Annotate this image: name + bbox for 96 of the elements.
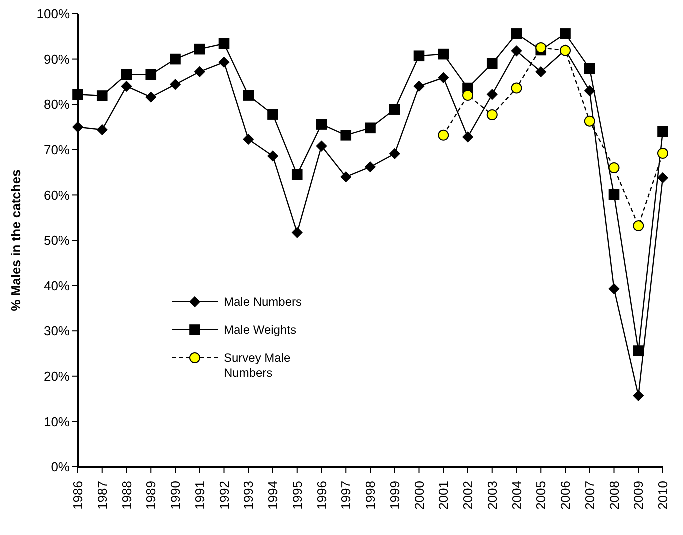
x-tick-label: 1996 [314, 481, 330, 510]
point [365, 122, 376, 134]
y-tick-label: 40% [44, 278, 70, 294]
x-tick-label: 2009 [631, 481, 646, 510]
point [146, 69, 157, 80]
x-tick-label: 2008 [606, 481, 622, 510]
point [584, 63, 596, 74]
point [633, 220, 644, 232]
point [414, 81, 425, 92]
x-tick-label: 2010 [656, 481, 670, 510]
point [438, 130, 450, 141]
point [658, 172, 668, 184]
point [511, 46, 522, 57]
point [316, 140, 328, 152]
y-tick-label: 30% [44, 324, 70, 339]
point [292, 169, 303, 180]
point [584, 116, 596, 127]
point [414, 50, 425, 62]
point [121, 69, 132, 80]
x-tick-label: 2007 [582, 481, 598, 510]
point [633, 390, 644, 402]
x-tick-label: 1999 [387, 481, 402, 510]
point [218, 38, 230, 50]
legend-label: Male Numbers [224, 295, 304, 310]
point [268, 150, 278, 162]
point [511, 82, 522, 94]
point [121, 81, 132, 92]
x-tick-label: 1994 [266, 481, 280, 510]
point [170, 54, 181, 65]
point [96, 90, 108, 102]
point [72, 122, 84, 133]
point [462, 132, 474, 143]
point [608, 189, 620, 200]
y-axis-title: % Males in the catches [8, 170, 24, 312]
point [146, 92, 157, 103]
x-tick-label: 2000 [412, 481, 427, 510]
x-tick-label: 1997 [338, 481, 354, 510]
x-tick-label: 1987 [94, 481, 110, 510]
x-tick-label: 2003 [484, 481, 500, 510]
point [389, 104, 400, 115]
point [243, 90, 254, 101]
x-tick-label: 1995 [290, 481, 305, 510]
x-tick-label: 1989 [144, 481, 159, 510]
y-tick-label: 60% [44, 188, 70, 203]
point [536, 42, 547, 54]
point [462, 90, 474, 102]
point [268, 109, 278, 120]
point [243, 134, 254, 145]
point [511, 28, 522, 40]
point [486, 89, 498, 100]
point [194, 44, 206, 55]
point [316, 119, 328, 130]
point [486, 110, 498, 121]
y-tick-label: 70% [44, 142, 70, 158]
y-tick-label: 100% [36, 6, 70, 22]
x-tick-label: 2006 [558, 481, 573, 510]
point [72, 89, 84, 100]
point [340, 130, 352, 141]
x-tick-label: 2002 [460, 481, 476, 510]
x-tick-label: 1993 [241, 481, 256, 510]
point [170, 79, 181, 90]
y-tick-label: 0% [51, 460, 70, 475]
y-tick-label: 10% [44, 414, 70, 430]
point [486, 58, 498, 70]
point [608, 284, 620, 294]
point [658, 126, 668, 138]
point [194, 66, 206, 78]
y-tick-label: 50% [44, 233, 70, 248]
point [292, 227, 303, 238]
x-tick-label: 2001 [436, 481, 452, 510]
y-tick-label: 90% [44, 52, 70, 67]
point [389, 148, 400, 160]
x-tick-label: 2004 [509, 481, 524, 510]
point [536, 66, 547, 78]
x-tick-label: 2005 [534, 481, 549, 510]
x-tick-label: 1988 [119, 481, 134, 510]
x-tick-label: 1992 [216, 481, 232, 510]
x-tick-label: 1986 [70, 481, 86, 510]
point [633, 346, 644, 356]
legend-label: Male Weights [224, 323, 298, 338]
point [608, 162, 620, 174]
point [96, 124, 108, 136]
x-tick-label: 1991 [192, 481, 208, 510]
point [365, 162, 376, 173]
legend-label: Survey Male Numbers [224, 351, 292, 381]
x-tick-label: 1998 [363, 481, 378, 510]
point [560, 28, 571, 40]
point [584, 86, 596, 96]
point [438, 48, 450, 60]
y-tick-label: 80% [44, 97, 70, 112]
point [340, 172, 352, 182]
point [658, 148, 668, 160]
y-tick-label: 20% [44, 369, 70, 384]
point [218, 57, 230, 68]
x-tick-label: 1990 [168, 481, 183, 510]
point [438, 72, 450, 84]
